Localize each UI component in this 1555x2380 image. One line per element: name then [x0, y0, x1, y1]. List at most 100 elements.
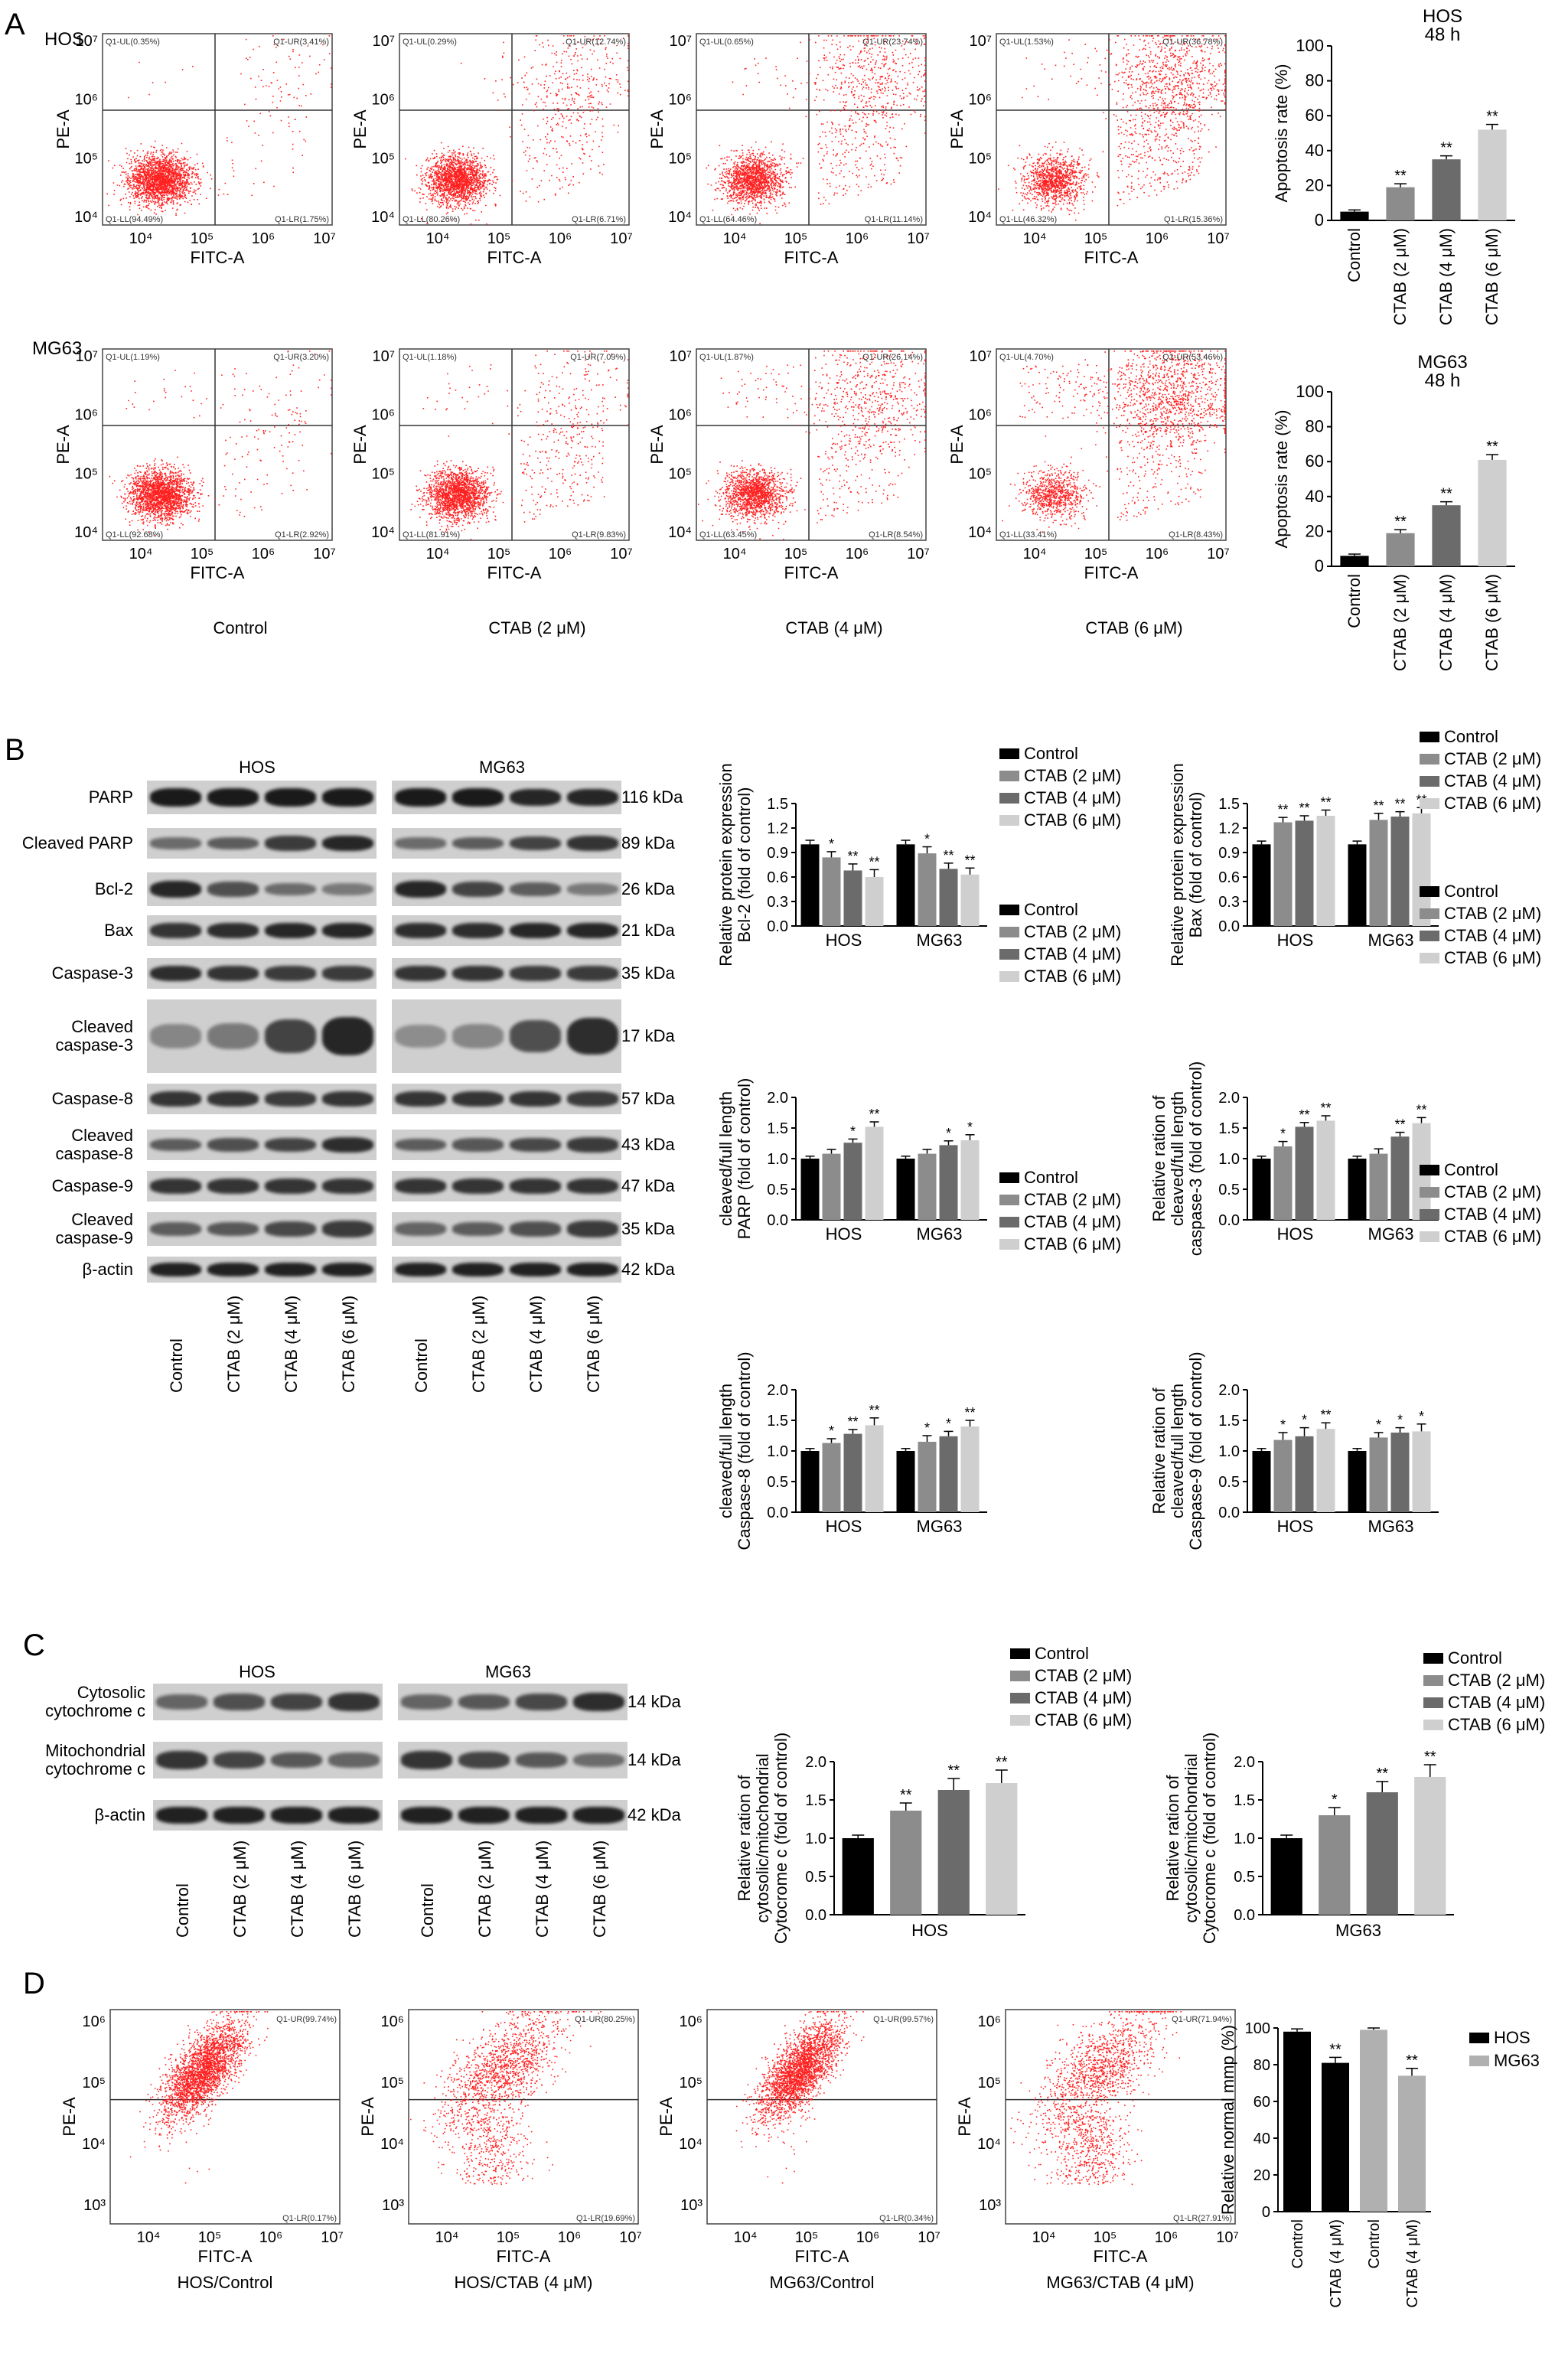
grouped-bar-chart-B-Casp8: 0.00.51.01.52.0*****HOS****MG63Relative … [719, 1168, 1121, 1550]
flow-plot-hos-0: Q1-UL(0.35%) Q1-UR(3.41%) Q1-LL(94.49%) Q1-… [54, 33, 336, 267]
bar [918, 1442, 937, 1512]
plot-frame [706, 2009, 937, 2225]
chart-subtitle-mg63: 48 h [1424, 370, 1461, 391]
blot-band [510, 1019, 561, 1053]
quadrant-lr-label: Q1-LR(0.34%) [879, 2214, 934, 2223]
x-tick-label: 10⁵ [1084, 546, 1108, 562]
legend-swatch [999, 949, 1019, 960]
legend-label: CTAB (6 μM) [1024, 1234, 1121, 1254]
y-axis-label: PE-A [657, 2097, 676, 2137]
significance-mark: ** [1440, 486, 1452, 503]
significance-mark: ** [1320, 1407, 1331, 1423]
blot-band [265, 1262, 316, 1277]
significance-mark: ** [1299, 800, 1309, 816]
y-axis-label: Relative normal mmp (%) [1218, 2025, 1237, 2215]
y-tick-label: 10⁴ [74, 209, 98, 226]
y-tick-label: 0.0 [1218, 1212, 1240, 1229]
blot-band [207, 1221, 259, 1237]
y-tick-label: 10⁴ [668, 524, 692, 541]
blot-strip [147, 828, 377, 859]
y-tick-label: 10⁷ [76, 33, 98, 50]
y-axis-label: cytosolic/mitochondrial [1182, 1753, 1201, 1922]
lane-label: CTAB (4 μM) [287, 1840, 307, 1938]
category-label: MG63 [917, 1224, 963, 1244]
category-label: CTAB (2 μM) [1390, 228, 1410, 325]
y-axis-label: PE-A [350, 425, 370, 465]
legend-label: CTAB (4 μM) [1024, 944, 1121, 963]
blot-band [156, 1694, 207, 1710]
quadrant-lr-label: Q1-LR(0.17%) [282, 2214, 337, 2223]
x-tick-label: 10⁷ [610, 546, 632, 562]
caption-ctab-2: CTAB (2 μM) [488, 618, 586, 637]
x-axis-label: FITC-A [1084, 248, 1139, 267]
x-axis-label: FITC-A [191, 563, 245, 582]
y-tick-label: 40 [1253, 2131, 1270, 2147]
quadrant-ul-label: Q1-UL(0.65%) [699, 37, 754, 47]
legend-label: Control [1035, 1644, 1089, 1663]
y-tick-label: 1.5 [805, 1792, 826, 1809]
significance-mark: ** [1406, 2052, 1418, 2069]
legend-swatch [1010, 1715, 1030, 1726]
x-tick-label: 10⁴ [129, 230, 153, 247]
legend-swatch [1010, 1671, 1030, 1681]
y-tick-label: 0.9 [1218, 845, 1240, 862]
chart-title-mg63: MG63 [1417, 352, 1468, 373]
legend-swatch [1420, 953, 1439, 963]
bar [939, 1145, 958, 1220]
bar [1295, 1436, 1314, 1512]
legend-label: CTAB (2 μM) [1024, 766, 1121, 785]
scatter-dots [698, 350, 926, 540]
blot-band [395, 1138, 446, 1152]
lane-label: CTAB (6 μM) [583, 1295, 603, 1393]
y-axis-label: Bax (fold of control) [1186, 792, 1205, 938]
blot-strip [392, 958, 621, 989]
blot-band [567, 1262, 618, 1277]
quadrant-ur-label: Q1-UR(36.78%) [1162, 37, 1223, 47]
bar [1390, 1136, 1410, 1220]
y-axis-label: Cytocrome c (fold of control) [1200, 1733, 1219, 1944]
y-axis-label: PE-A [54, 425, 73, 465]
blot-band [567, 836, 618, 851]
y-axis-label: PE-A [947, 109, 967, 149]
blot-band [207, 1091, 259, 1107]
legend-swatch [1420, 931, 1439, 941]
category-label: HOS [1277, 1224, 1314, 1244]
blot-strip [392, 1084, 621, 1114]
legend-label: Control [1444, 882, 1498, 901]
legend-label: CTAB (2 μM) [1444, 1182, 1541, 1201]
y-tick-label: 10⁴ [668, 209, 692, 226]
flow-plot-hos-1: Q1-UL(0.29%) Q1-UR(12.74%) Q1-LL(80.26%) Q1… [350, 33, 633, 267]
bar [1316, 816, 1335, 926]
legend-swatch [1420, 886, 1439, 897]
legend-swatch [999, 771, 1019, 781]
lane-label: Control [172, 1883, 192, 1938]
y-tick-label: 0.5 [805, 1869, 826, 1886]
blot-band [452, 787, 504, 807]
blot-band [322, 787, 373, 807]
blot-band [156, 1751, 207, 1769]
category-label: CTAB (6 μM) [1482, 228, 1501, 325]
quadrant-ll-label: Q1-LL(46.32%) [999, 215, 1057, 224]
category-label: Control [1345, 574, 1364, 628]
y-tick-label: 10⁶ [83, 2013, 106, 2030]
quadrant-ll-label: Q1-LL(81.91%) [403, 530, 460, 540]
y-tick-label: 10⁴ [968, 524, 992, 541]
legend-swatch [1420, 732, 1439, 742]
y-axis-label: Apoptosis rate (%) [1272, 64, 1291, 203]
blot-strip [392, 1257, 621, 1283]
legend-label: HOS [1494, 2028, 1531, 2047]
y-tick-label: 10⁴ [371, 524, 395, 541]
blot-band [265, 836, 316, 851]
blot-band [322, 1179, 373, 1194]
significance-mark: ** [869, 1107, 879, 1122]
blot-band [271, 1752, 322, 1769]
x-tick-label: 10⁷ [610, 230, 632, 247]
category-label: Control [1289, 2219, 1306, 2268]
blot-size-label: 14 kDa [628, 1750, 681, 1769]
bar [1414, 1777, 1446, 1915]
plot-frame [996, 348, 1227, 541]
significance-mark: ** [943, 848, 954, 863]
x-tick-label: 10⁶ [252, 546, 275, 562]
x-axis-label: FITC-A [1094, 2247, 1148, 2266]
scatter-dots [109, 350, 332, 536]
